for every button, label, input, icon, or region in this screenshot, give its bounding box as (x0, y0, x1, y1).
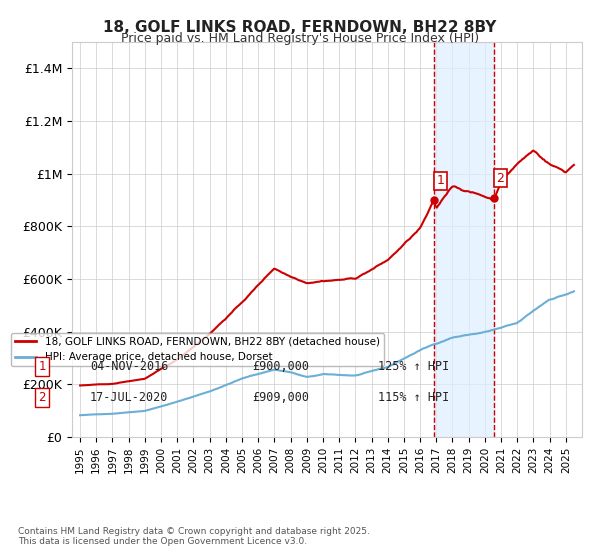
Text: 2: 2 (496, 172, 504, 185)
Text: Contains HM Land Registry data © Crown copyright and database right 2025.
This d: Contains HM Land Registry data © Crown c… (18, 526, 370, 546)
Text: Price paid vs. HM Land Registry's House Price Index (HPI): Price paid vs. HM Land Registry's House … (121, 32, 479, 45)
Text: 1: 1 (436, 174, 444, 187)
Text: 18, GOLF LINKS ROAD, FERNDOWN, BH22 8BY: 18, GOLF LINKS ROAD, FERNDOWN, BH22 8BY (103, 20, 497, 35)
Text: 17-JUL-2020: 17-JUL-2020 (90, 391, 169, 404)
Legend: 18, GOLF LINKS ROAD, FERNDOWN, BH22 8BY (detached house), HPI: Average price, de: 18, GOLF LINKS ROAD, FERNDOWN, BH22 8BY … (11, 333, 384, 366)
Text: 2: 2 (38, 391, 46, 404)
Text: 115% ↑ HPI: 115% ↑ HPI (378, 391, 449, 404)
Text: 1: 1 (38, 360, 46, 374)
Text: 04-NOV-2016: 04-NOV-2016 (90, 360, 169, 374)
Bar (434, 42, 494, 437)
Text: £900,000: £900,000 (252, 360, 309, 374)
Text: 125% ↑ HPI: 125% ↑ HPI (378, 360, 449, 374)
Text: £909,000: £909,000 (252, 391, 309, 404)
